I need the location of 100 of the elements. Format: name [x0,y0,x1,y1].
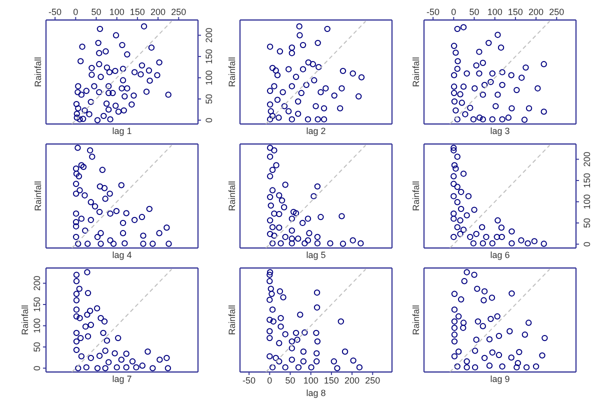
y-tick-label: 200 [204,28,214,43]
point [526,320,532,326]
point [526,105,532,112]
point [102,196,108,202]
point [102,348,108,354]
point [302,329,308,336]
point [86,111,92,118]
point [114,364,120,370]
y-tick-label: 100 [32,318,42,334]
x-axis-title: lag 4 [112,250,132,260]
point [499,69,506,76]
point [340,240,346,247]
point [266,217,274,224]
point [266,296,273,303]
point [460,226,467,233]
point [314,40,321,46]
point [79,44,86,50]
point [100,112,107,120]
point [88,322,94,328]
point [322,85,329,92]
x-axis-title: lag 1 [112,126,132,136]
point [472,364,478,370]
point [280,89,286,96]
y-axis-title: Rainfall [227,56,237,88]
point [342,348,348,355]
point [451,290,458,297]
point [146,78,153,84]
x-tick-label: -50 [242,375,256,386]
point [73,278,80,284]
point [356,364,363,370]
point [96,183,104,190]
point [88,199,94,206]
y-axis-title: Rainfall [411,180,421,212]
point [314,358,320,364]
point [78,334,84,342]
point [86,147,94,154]
point [98,74,104,80]
point [305,59,312,66]
point [499,116,506,122]
x-axis-title: lag 7 [112,374,132,384]
point [156,230,162,236]
point [286,66,292,72]
point [454,199,460,206]
point [282,182,288,188]
point [338,213,345,220]
point [540,61,547,68]
point [266,230,274,238]
point [450,216,457,222]
point [464,364,470,370]
point [271,210,278,217]
point [454,363,460,370]
point [474,286,480,292]
point [271,83,278,90]
point [96,208,103,216]
point [450,234,457,240]
point [288,240,295,246]
point [76,116,83,122]
point [98,314,104,322]
point [288,356,295,363]
point [288,216,295,222]
point [100,330,106,336]
point [131,69,138,76]
point [294,98,302,105]
point [73,100,80,108]
point [297,312,304,318]
point [154,72,160,78]
x-tick-label: 250 [171,7,186,17]
point [295,364,302,370]
point [107,237,114,244]
point [165,92,172,98]
point [107,210,114,217]
point [288,236,295,242]
x-tick-label: 50 [285,375,296,386]
point [76,187,83,194]
point [128,101,135,108]
point [276,358,282,364]
point [314,290,320,296]
point [166,240,172,247]
point [150,240,156,247]
point [84,269,90,276]
point [276,192,282,198]
point [276,224,282,231]
point [288,50,295,56]
point [462,111,468,118]
point [327,240,334,246]
point [470,116,477,122]
point [337,105,344,112]
point [266,116,274,122]
point [73,272,80,278]
point [106,90,112,96]
point [72,190,80,197]
y-tick-label: 50 [32,342,42,352]
point [156,356,163,363]
point [104,337,110,344]
y-tick-label: 200 [582,152,592,167]
point [524,240,531,246]
point [143,88,150,95]
x-tick-label: 50 [469,7,480,17]
point [456,348,462,355]
point [92,203,98,210]
